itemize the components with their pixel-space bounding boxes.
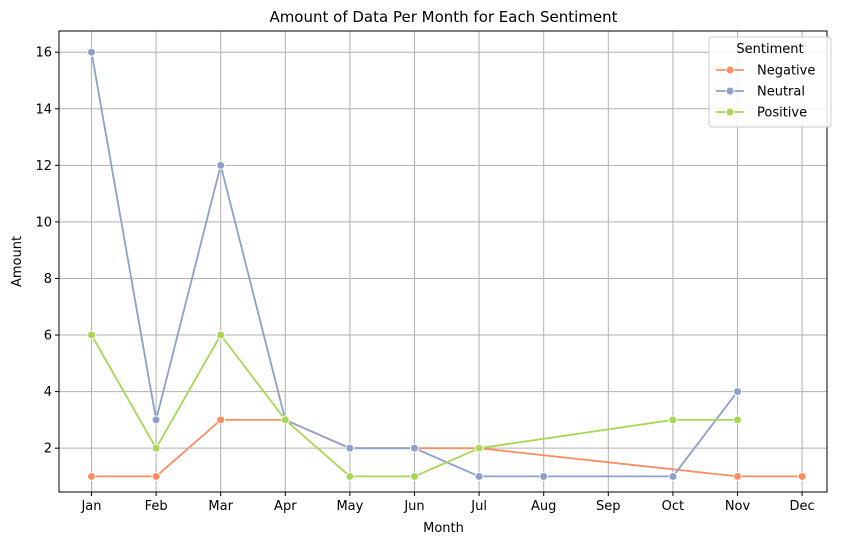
- data-point-positive: [733, 415, 742, 425]
- x-tick-label: May: [336, 499, 363, 514]
- data-point-positive: [345, 471, 355, 481]
- plot-area-frame: [58, 30, 828, 493]
- x-tick-label: Oct: [662, 499, 684, 514]
- series-line-neutral: [90, 52, 739, 478]
- data-point-neutral: [345, 443, 355, 453]
- y-axis-ticks: 2 4 6 8 10 12 14 16: [35, 46, 59, 457]
- data-point-neutral: [539, 471, 549, 481]
- data-point-negative: [797, 471, 807, 481]
- chart-title: Amount of Data Per Month for Each Sentim…: [269, 8, 617, 26]
- legend-label-positive: Positive: [757, 106, 807, 121]
- y-tick-label: 12: [35, 159, 52, 174]
- y-tick-label: 16: [35, 46, 52, 61]
- x-axis-ticks: Jan Feb Mar Apr May Jun Jul Aug Sep Oct Nov Dec: [80, 492, 815, 514]
- legend-marker-negative: [725, 65, 735, 75]
- y-tick-label: 2: [44, 442, 52, 457]
- data-point-neutral: [474, 471, 484, 481]
- x-tick-label: Jan: [80, 499, 101, 514]
- legend-label-negative: Negative: [757, 64, 815, 79]
- data-point-negative: [733, 471, 742, 481]
- data-point-positive: [87, 330, 96, 340]
- data-point-positive: [668, 415, 678, 425]
- y-tick-label: 10: [35, 215, 52, 230]
- series-lines: [90, 52, 803, 478]
- data-point-positive: [280, 415, 290, 425]
- y-tick-label: 8: [44, 272, 52, 287]
- y-tick-label: 6: [44, 329, 52, 344]
- data-point-neutral: [668, 471, 678, 481]
- data-point-positive: [216, 330, 226, 340]
- x-tick-label: Nov: [725, 499, 751, 514]
- x-tick-label: Jul: [470, 499, 487, 514]
- x-tick-label: Aug: [531, 499, 556, 514]
- data-point-neutral: [733, 387, 742, 397]
- series-markers: [87, 47, 807, 481]
- data-point-neutral: [87, 47, 96, 57]
- legend: Sentiment Negative Neutral Positive: [708, 36, 832, 128]
- data-point-positive: [474, 443, 484, 453]
- data-point-negative: [151, 471, 161, 481]
- data-point-negative: [87, 471, 96, 481]
- legend-marker-positive: [725, 107, 735, 117]
- data-point-positive: [151, 443, 161, 453]
- data-point-neutral: [216, 160, 226, 170]
- y-tick-label: 14: [35, 102, 52, 117]
- x-tick-label: Mar: [208, 499, 233, 514]
- legend-marker-neutral: [725, 86, 735, 96]
- data-point-neutral: [151, 415, 161, 425]
- x-tick-label: Dec: [790, 499, 815, 514]
- x-tick-label: Feb: [145, 499, 168, 514]
- x-tick-label: Sep: [596, 499, 621, 514]
- legend-title: Sentiment: [736, 42, 803, 57]
- y-axis-label: Amount: [10, 236, 25, 287]
- x-tick-label: Apr: [274, 499, 297, 514]
- x-tick-label: Jun: [403, 499, 424, 514]
- legend-frame: [708, 36, 832, 128]
- x-axis-label: Month: [423, 521, 464, 536]
- data-point-positive: [410, 471, 419, 481]
- legend-label-neutral: Neutral: [757, 85, 805, 100]
- y-tick-label: 4: [44, 385, 52, 400]
- data-point-negative: [216, 415, 226, 425]
- data-point-neutral: [410, 443, 419, 453]
